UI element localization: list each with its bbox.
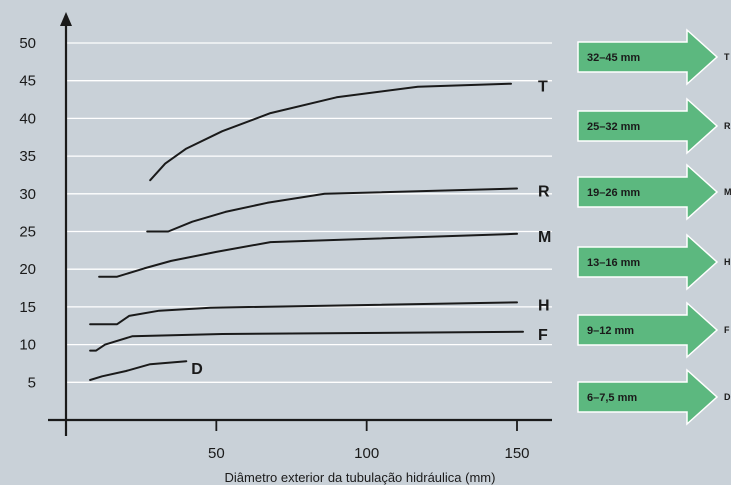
arrow-letter: M xyxy=(724,187,731,197)
arrow-letter: H xyxy=(724,257,731,267)
y-tick-label: 35 xyxy=(19,148,36,165)
arrow-label: 6–7,5 mm xyxy=(587,392,637,404)
range-arrow-t: 32–45 mm T xyxy=(577,28,730,86)
arrow-label: 25–32 mm xyxy=(587,121,640,133)
range-arrow-h: 13–16 mm H xyxy=(577,233,731,291)
series-label-r: R xyxy=(538,184,550,201)
range-arrow-d: 6–7,5 mm D xyxy=(577,368,731,426)
x-axis-title: Diâmetro exterior da tubulação hidráulic… xyxy=(225,470,496,485)
arrow-label: 32–45 mm xyxy=(587,52,640,64)
gridlines xyxy=(66,42,552,383)
arrow-shape xyxy=(577,368,719,426)
arrow-letter: D xyxy=(724,392,731,402)
series-lines xyxy=(89,82,524,381)
x-tick-label: 150 xyxy=(504,445,529,462)
arrow-shape xyxy=(577,301,719,359)
y-tick-label: 45 xyxy=(19,73,36,90)
series-line-h xyxy=(89,301,518,326)
series-label-m: M xyxy=(538,229,551,246)
y-tick-label: 20 xyxy=(19,261,36,278)
range-arrow-f: 9–12 mm F xyxy=(577,301,730,359)
series-line-t xyxy=(149,82,512,182)
series-line-m xyxy=(98,232,518,278)
axes xyxy=(48,12,552,436)
arrow-label: 13–16 mm xyxy=(587,257,640,269)
arrow-shape xyxy=(577,163,719,221)
series-label-f: F xyxy=(538,327,548,344)
arrow-letter: R xyxy=(724,121,731,131)
range-arrow-m: 19–26 mm M xyxy=(577,163,731,221)
arrow-label: 19–26 mm xyxy=(587,187,640,199)
y-tick-label: 10 xyxy=(19,337,36,354)
series-label-h: H xyxy=(538,297,550,314)
x-tick-label: 100 xyxy=(354,445,379,462)
arrow-letter: F xyxy=(724,325,730,335)
y-axis-arrowhead xyxy=(60,12,72,26)
arrow-shape xyxy=(577,97,719,155)
x-tick-label: 50 xyxy=(208,445,225,462)
series-line-d xyxy=(89,360,188,381)
series-line-f xyxy=(89,330,524,352)
y-tick-label: 5 xyxy=(28,374,36,391)
y-tick-label: 25 xyxy=(19,224,36,241)
arrow-shape xyxy=(577,233,719,291)
y-tick-label: 15 xyxy=(19,299,36,316)
tick-labels: 5 10 15 20 25 30 35 40 45 50 50 100 150 xyxy=(19,35,529,462)
arrow-letter: T xyxy=(724,52,730,62)
arrow-shape xyxy=(577,28,719,86)
y-tick-label: 50 xyxy=(19,35,36,52)
series-label-d: D xyxy=(191,361,203,378)
y-tick-label: 40 xyxy=(19,110,36,127)
series-label-t: T xyxy=(538,79,548,96)
arrow-label: 9–12 mm xyxy=(587,325,634,337)
range-arrows: 32–45 mm T 25–32 mm R 19–26 mm M 13–16 mm H 9–12… xyxy=(577,28,731,426)
y-tick-label: 30 xyxy=(19,186,36,203)
series-labels: T R M HF D xyxy=(191,79,551,378)
range-arrow-r: 25–32 mm R xyxy=(577,97,731,155)
series-line-r xyxy=(146,187,518,233)
